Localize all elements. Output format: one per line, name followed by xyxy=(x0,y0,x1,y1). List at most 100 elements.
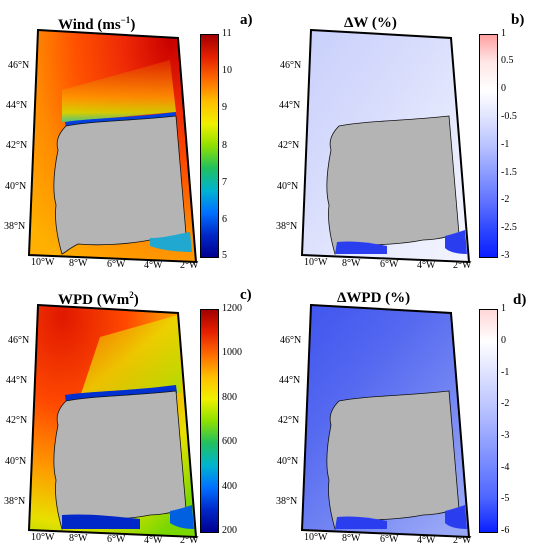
panel-label: a) xyxy=(240,12,253,28)
panel-title: WPD (Wm2) xyxy=(58,290,139,308)
map-frame xyxy=(27,28,198,264)
land-mass xyxy=(326,390,460,530)
colorbar-tick: 0 xyxy=(501,335,506,346)
colorbar-tick: -6 xyxy=(501,525,510,536)
lon-label: 8°W xyxy=(69,533,88,544)
panel-b-delta-wind: ΔW (%) 46°N 44°N 42°N 40°N 38°N 10°W 8°W… xyxy=(267,0,534,275)
panel-d-delta-wpd: ΔWPD (%) 46°N 44°N 42°N 40°N 38°N 10°W 8… xyxy=(267,275,534,550)
lon-label: 10°W xyxy=(31,532,55,543)
colorbar-tick: -5 xyxy=(501,493,510,504)
colorbar xyxy=(200,309,219,533)
wind-map xyxy=(27,28,198,264)
colorbar-tick: -3 xyxy=(501,430,510,441)
lon-label: 4°W xyxy=(417,535,436,546)
lat-label: 40°N xyxy=(5,181,27,192)
lon-label: 8°W xyxy=(342,533,361,544)
lat-label: 42°N xyxy=(6,140,28,151)
south-coast-band xyxy=(445,505,467,529)
colorbar xyxy=(200,34,219,258)
lat-label: 40°N xyxy=(5,456,27,467)
lon-label: 8°W xyxy=(342,258,361,269)
colorbar-tick: 9 xyxy=(222,102,227,113)
south-coast-band xyxy=(150,232,192,252)
wpd-map xyxy=(27,303,198,539)
lon-label: 8°W xyxy=(69,258,88,269)
lat-label: 46°N xyxy=(8,335,30,346)
colorbar-tick: 1 xyxy=(501,28,506,39)
panel-label: d) xyxy=(513,292,527,308)
colorbar-tick: 0.5 xyxy=(501,55,514,66)
colorbar-tick: 7 xyxy=(222,177,227,188)
colorbar-tick: 1 xyxy=(501,303,506,314)
lon-label: 2°W xyxy=(180,260,199,271)
lat-label: 40°N xyxy=(277,181,299,192)
colorbar-tick: -2.5 xyxy=(501,222,517,233)
lat-label: 42°N xyxy=(278,140,300,151)
lat-label: 42°N xyxy=(278,415,300,426)
panel-label: c) xyxy=(240,287,252,303)
panel-c-wpd: WPD (Wm2) 46°N 44°N 42°N 40°N 38°N xyxy=(0,275,267,550)
south-coast-band xyxy=(170,505,194,529)
south-coast-band xyxy=(335,516,387,529)
lon-label: 10°W xyxy=(31,257,55,268)
colorbar-tick: 200 xyxy=(222,525,237,536)
colorbar-tick: 800 xyxy=(222,392,237,403)
lon-label: 6°W xyxy=(107,259,126,270)
map-frame xyxy=(300,28,471,264)
colorbar-tick: 400 xyxy=(222,481,237,492)
panel-title: ΔW (%) xyxy=(344,15,397,31)
lon-label: 6°W xyxy=(107,534,126,545)
bay-gradient xyxy=(62,60,176,122)
lat-label: 44°N xyxy=(279,100,301,111)
lon-label: 10°W xyxy=(304,532,328,543)
colorbar-tick: 6 xyxy=(222,214,227,225)
lon-label: 2°W xyxy=(180,535,199,546)
colorbar-tick: 600 xyxy=(222,436,237,447)
panel-title: Wind (ms−1) xyxy=(58,15,136,33)
lat-label: 44°N xyxy=(6,375,28,386)
lat-label: 44°N xyxy=(6,100,28,111)
colorbar-tick: 1200 xyxy=(222,303,242,314)
lat-label: 42°N xyxy=(6,415,28,426)
colorbar-tick: -1 xyxy=(501,139,510,150)
lon-label: 2°W xyxy=(453,535,472,546)
colorbar-tick: -1.5 xyxy=(501,167,517,178)
lon-label: 4°W xyxy=(417,260,436,271)
lat-label: 46°N xyxy=(280,335,302,346)
lat-label: 38°N xyxy=(4,496,26,507)
delta-wind-map xyxy=(300,28,471,264)
colorbar-tick: -0.5 xyxy=(501,111,517,122)
lon-label: 4°W xyxy=(144,535,163,546)
lat-label: 38°N xyxy=(4,221,26,232)
panel-title: ΔWPD (%) xyxy=(337,290,411,306)
south-coast-band xyxy=(335,241,387,254)
lat-label: 40°N xyxy=(277,456,299,467)
colorbar-tick: 8 xyxy=(222,140,227,151)
colorbar-tick: 11 xyxy=(222,28,232,39)
colorbar xyxy=(479,34,498,258)
bay-gradient xyxy=(80,315,182,397)
colorbar-tick: 1000 xyxy=(222,347,242,358)
lon-label: 2°W xyxy=(453,260,472,271)
land-mass xyxy=(326,115,460,255)
delta-wpd-map xyxy=(300,303,471,539)
land-mass xyxy=(53,390,187,530)
land-mass xyxy=(53,115,187,255)
colorbar-tick: 0 xyxy=(501,83,506,94)
colorbar-tick: -2 xyxy=(501,398,510,409)
colorbar-tick: -1 xyxy=(501,367,510,378)
south-coast-band xyxy=(445,230,467,254)
colorbar-tick: -3 xyxy=(501,250,510,261)
lon-label: 6°W xyxy=(380,259,399,270)
south-coast-band xyxy=(62,514,140,529)
colorbar-tick: -2 xyxy=(501,194,510,205)
colorbar-tick: 10 xyxy=(222,65,232,76)
lon-label: 4°W xyxy=(144,260,163,271)
lat-label: 46°N xyxy=(280,60,302,71)
lat-label: 44°N xyxy=(279,375,301,386)
colorbar xyxy=(479,309,498,533)
map-frame xyxy=(27,303,198,539)
colorbar-tick: 5 xyxy=(222,250,227,261)
lon-label: 10°W xyxy=(304,257,328,268)
map-frame xyxy=(300,303,471,539)
